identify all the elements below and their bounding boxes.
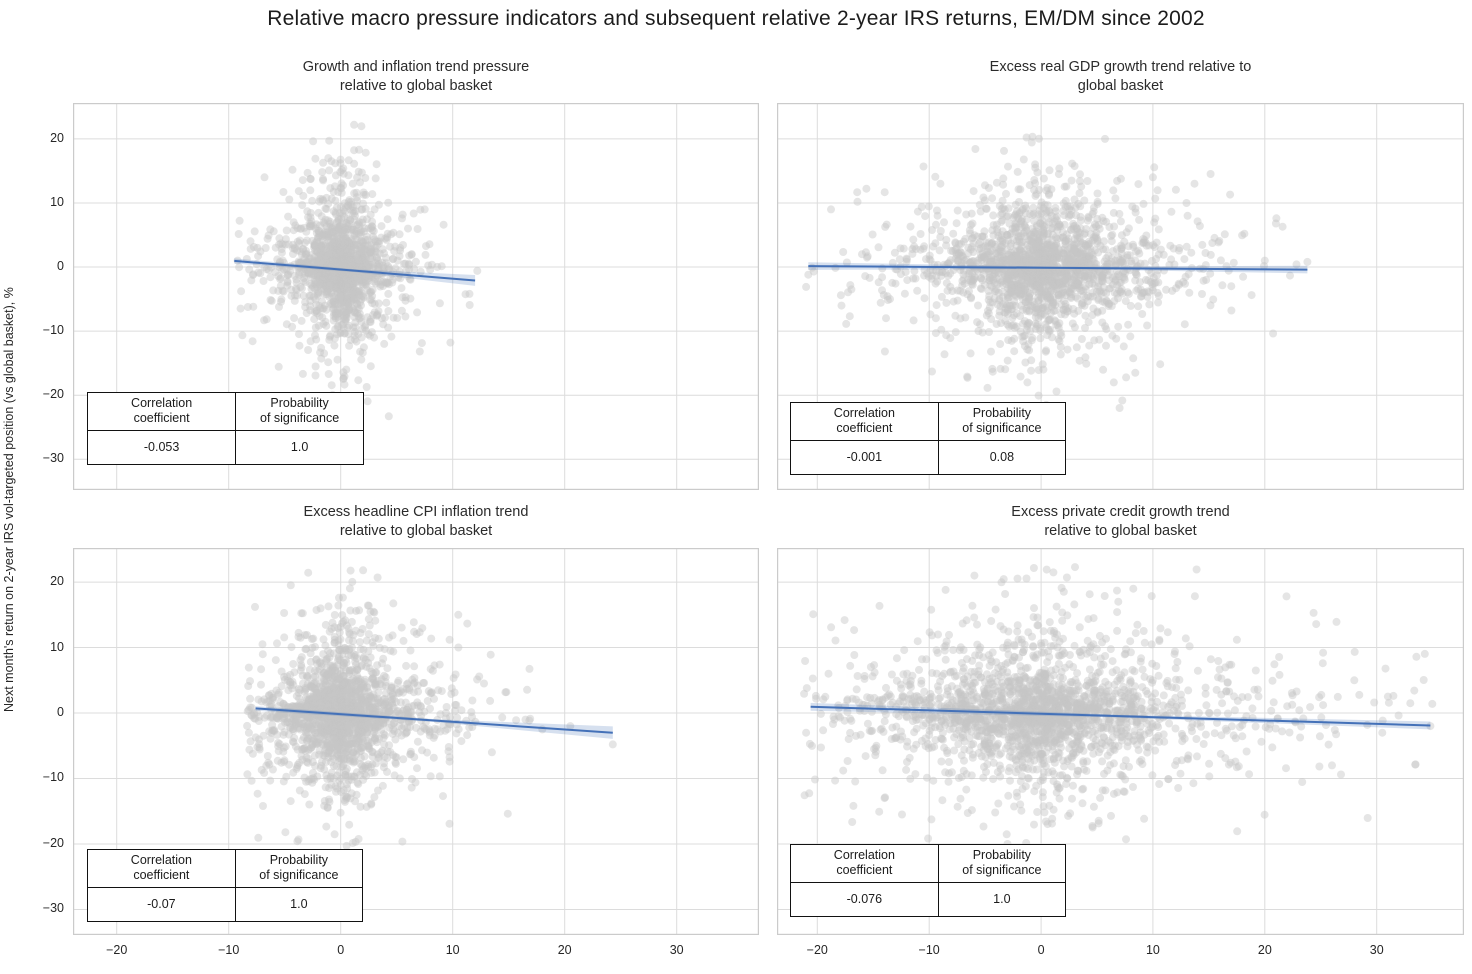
x-tick-label: 20 <box>1257 943 1272 957</box>
scatter-plot-svg <box>777 103 1464 490</box>
subplot-title-line: global basket <box>1077 77 1164 94</box>
x-tick-label: 20 <box>557 943 572 957</box>
subplot-title-cpi-inflation: Excess headline CPI inflation trend rela… <box>73 503 759 540</box>
table-header-correlation: Correlation coefficient <box>790 402 939 441</box>
y-tick-label: −30 <box>42 901 64 916</box>
scatter-panel-private-credit: Correlation coefficient Probability of s… <box>777 548 1464 935</box>
y-tick-label: 20 <box>50 574 64 589</box>
correlation-table: Correlation coefficient Probability of s… <box>87 849 364 922</box>
scatter-plot-svg <box>73 548 759 935</box>
scatter-panel-cpi-inflation: Correlation coefficient Probability of s… <box>73 548 759 935</box>
table-header-correlation: Correlation coefficient <box>86 392 237 431</box>
subplot-title-line: Excess private credit growth trend <box>1011 504 1230 520</box>
correlation-table: Correlation coefficient Probability of s… <box>790 402 1067 475</box>
y-tick-label: 0 <box>57 259 64 274</box>
subplot-title-line: relative to global basket <box>339 522 493 539</box>
x-tick-label: 30 <box>1369 943 1384 957</box>
y-tick-label: −20 <box>42 835 64 850</box>
subplot-title-line: relative to global basket <box>1044 522 1197 539</box>
y-tick-label: 20 <box>50 130 64 145</box>
probability-value: 1.0 <box>234 886 364 922</box>
probability-value: 1.0 <box>937 881 1067 917</box>
correlation-value: -0.053 <box>86 429 237 465</box>
correlation-table: Correlation coefficient Probability of s… <box>86 392 364 465</box>
x-tick-label: −10 <box>918 943 940 957</box>
y-tick-label: 0 <box>57 705 64 719</box>
correlation-table: Correlation coefficient Probability of s… <box>790 844 1067 917</box>
subplot-title-growth-inflation: Growth and inflation trend pressure rela… <box>73 58 759 95</box>
x-tick-label: 10 <box>1145 943 1160 957</box>
scatter-panel-gdp-growth: Correlation coefficient Probability of s… <box>777 103 1464 490</box>
x-tick-label: 0 <box>337 943 345 957</box>
y-axis-label: Next month's return on 2-year IRS vol-ta… <box>2 287 16 713</box>
y-tick-label: −10 <box>42 770 64 785</box>
x-tick-label: 30 <box>669 943 684 957</box>
subplot-title-line: Excess headline CPI inflation trend <box>303 504 529 520</box>
table-header-probability: Probability of significance <box>234 849 364 888</box>
x-tick-label: 0 <box>1037 943 1045 957</box>
scatter-plot-svg <box>73 103 759 490</box>
y-tick-label: 10 <box>50 194 64 209</box>
correlation-value: -0.076 <box>790 881 939 917</box>
y-tick-label: −10 <box>42 323 64 338</box>
table-header-probability: Probability of significance <box>235 392 364 431</box>
subplot-title-private-credit: Excess private credit growth trend relat… <box>777 503 1464 540</box>
x-tick-label: 10 <box>445 943 460 957</box>
y-tick-label: −30 <box>42 451 64 466</box>
table-header-probability: Probability of significance <box>937 844 1067 883</box>
x-tick-label: −10 <box>218 943 240 957</box>
table-header-correlation: Correlation coefficient <box>790 844 939 883</box>
x-tick-label: −20 <box>806 943 828 957</box>
y-tick-label: −20 <box>42 387 64 402</box>
figure-title: Relative macro pressure indicators and s… <box>267 7 1205 30</box>
y-tick-label: 10 <box>50 639 64 654</box>
subplot-title-line: Growth and inflation trend pressure <box>302 59 530 75</box>
scatter-panel-growth-inflation: Correlation coefficient Probability of s… <box>73 103 759 490</box>
table-header-correlation: Correlation coefficient <box>87 849 236 888</box>
table-header-probability: Probability of significance <box>937 402 1067 441</box>
probability-value: 0.08 <box>937 439 1067 475</box>
correlation-value: -0.001 <box>790 439 939 475</box>
subplot-title-gdp-growth: Excess real GDP growth trend relative to… <box>777 58 1464 95</box>
x-tick-label: −20 <box>106 943 128 957</box>
correlation-value: -0.07 <box>87 886 236 922</box>
subplot-title-line: relative to global basket <box>339 77 493 94</box>
subplot-title-line: Excess real GDP growth trend relative to <box>989 59 1252 75</box>
probability-value: 1.0 <box>235 429 364 465</box>
